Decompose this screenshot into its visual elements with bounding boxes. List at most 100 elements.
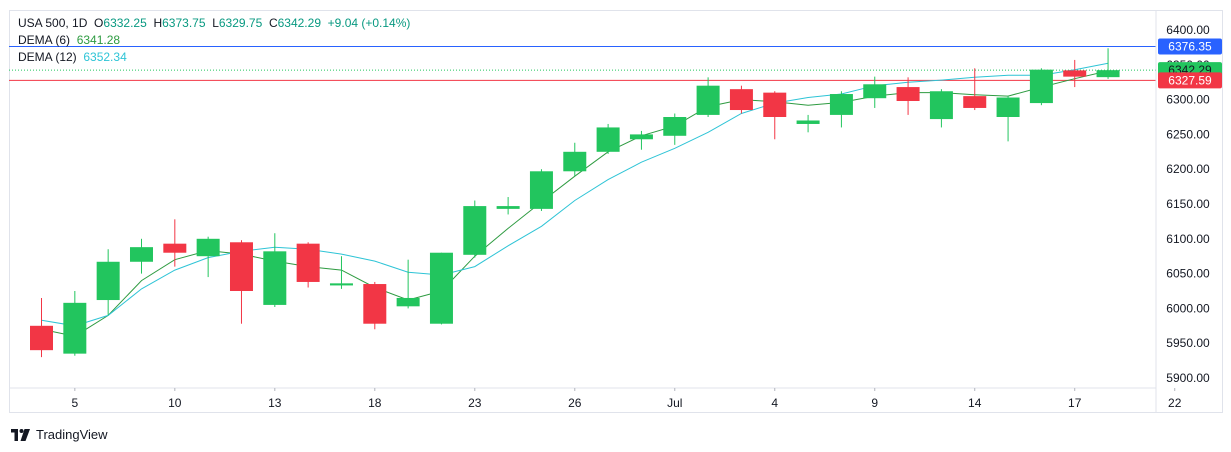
candle-22 xyxy=(729,85,753,114)
chart-legend: USA 500, 1D O6332.25 H6373.75 L6329.75 C… xyxy=(18,15,410,66)
candle-2 xyxy=(63,291,87,356)
x-tick-label: 14 xyxy=(968,396,982,410)
candle-body xyxy=(763,92,787,117)
brand-name: TradingView xyxy=(36,427,108,442)
candle-31 xyxy=(1029,68,1053,106)
y-tick-label: 6250.00 xyxy=(1166,127,1210,141)
candle-body xyxy=(563,151,587,172)
candle-8 xyxy=(263,233,287,308)
candle-7 xyxy=(229,240,253,324)
candle-body xyxy=(263,251,287,305)
candle-body xyxy=(1063,70,1087,77)
candle-4 xyxy=(129,238,153,274)
candle-30 xyxy=(996,96,1020,142)
candle-16 xyxy=(529,169,553,211)
tradingview-branding[interactable]: TradingView xyxy=(11,427,108,442)
candle-body xyxy=(1029,69,1053,104)
y-tick-label: 6200.00 xyxy=(1166,162,1210,176)
change-value: +9.04 (+0.14%) xyxy=(327,16,411,30)
x-tick-label: 10 xyxy=(168,396,182,410)
candle-26 xyxy=(863,76,887,108)
candle-body xyxy=(829,94,853,115)
badge-red-line: 6327.59 xyxy=(1158,72,1222,89)
dema6-label: DEMA (6) xyxy=(18,33,71,47)
x-tick-label: 5 xyxy=(71,396,78,410)
dema12-row: DEMA (12) 6352.34 xyxy=(18,49,410,66)
candle-body xyxy=(996,97,1020,117)
candle-body xyxy=(329,283,353,286)
candle-body xyxy=(296,243,320,282)
candle-body xyxy=(396,297,420,307)
candle-body xyxy=(1096,70,1120,78)
x-tick-label: 18 xyxy=(368,396,382,410)
candle-1 xyxy=(30,297,53,358)
candle-18 xyxy=(596,123,620,154)
x-tick-label: 9 xyxy=(871,396,878,410)
close-value: 6342.29 xyxy=(277,16,321,30)
y-tick-label: 6050.00 xyxy=(1166,267,1210,281)
y-tick-label: 6000.00 xyxy=(1166,301,1210,315)
close-label: C xyxy=(268,16,278,30)
candle-3 xyxy=(96,249,120,316)
candle-body xyxy=(463,206,487,255)
candle-body xyxy=(596,127,620,152)
candle-body xyxy=(30,325,53,351)
candle-12 xyxy=(396,259,420,309)
x-tick-label: 22 xyxy=(1168,396,1182,410)
candle-body xyxy=(496,206,520,209)
open-label: O xyxy=(94,16,104,30)
candle-33 xyxy=(1096,48,1120,79)
candle-body xyxy=(163,243,187,253)
symbol-label: USA 500, 1D xyxy=(18,16,88,30)
candle-20 xyxy=(663,113,687,145)
candle-body xyxy=(796,120,820,124)
candle-body xyxy=(696,85,720,115)
low-label: L xyxy=(212,16,219,30)
high-value: 6373.75 xyxy=(162,16,206,30)
low-value: 6329.75 xyxy=(218,16,263,30)
y-tick-label: 6100.00 xyxy=(1166,232,1210,246)
candle-body xyxy=(96,261,120,301)
x-tick-label: 26 xyxy=(568,396,582,410)
x-tick-label: 4 xyxy=(771,396,778,410)
candle-body xyxy=(129,247,153,262)
candle-15 xyxy=(496,197,520,215)
candle-body xyxy=(529,171,553,209)
badge-blue-line: 6376.35 xyxy=(1158,38,1222,55)
badge-red-line-bg xyxy=(1158,72,1222,89)
badge-red-line-label: 6327.59 xyxy=(1168,73,1212,87)
candle-body xyxy=(963,96,987,108)
candle-body xyxy=(863,84,887,99)
candle-body xyxy=(363,284,387,324)
candle-body xyxy=(896,87,920,101)
badge-blue-line-label: 6376.35 xyxy=(1168,39,1212,53)
ohlc-row: USA 500, 1D O6332.25 H6373.75 L6329.75 C… xyxy=(18,15,410,32)
candle-6 xyxy=(196,236,220,278)
chart-frame xyxy=(9,10,1223,413)
candle-11 xyxy=(363,281,387,330)
y-tick-label: 6150.00 xyxy=(1166,197,1210,211)
dema6-row: DEMA (6) 6341.28 xyxy=(18,32,410,49)
dema12-value: 6352.34 xyxy=(83,50,127,64)
dema12-label: DEMA (12) xyxy=(18,50,77,64)
candle-29 xyxy=(963,68,987,111)
candle-body xyxy=(229,242,253,291)
y-tick-label: 5950.00 xyxy=(1166,336,1210,350)
candle-10 xyxy=(329,256,353,289)
open-value: 6332.25 xyxy=(103,16,147,30)
candle-body xyxy=(196,238,220,257)
candle-13 xyxy=(429,252,453,325)
candle-body xyxy=(63,302,87,354)
candle-17 xyxy=(563,142,587,177)
candle-27 xyxy=(896,77,920,115)
candle-32 xyxy=(1063,59,1087,88)
badge-blue-line-bg xyxy=(1158,38,1222,55)
x-tick-label: 17 xyxy=(1068,396,1082,410)
candle-body xyxy=(729,89,753,111)
x-tick-label: 23 xyxy=(468,396,482,410)
candle-19 xyxy=(629,130,653,150)
candle-body xyxy=(929,91,953,120)
candle-28 xyxy=(929,89,953,128)
candle-body xyxy=(629,134,653,140)
